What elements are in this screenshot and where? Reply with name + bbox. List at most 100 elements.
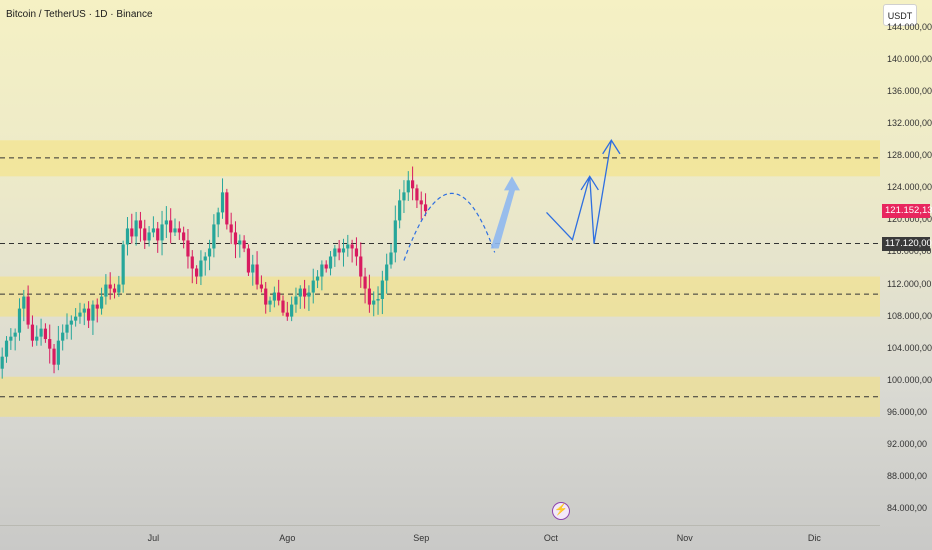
price-tick-label: 140.000,00: [887, 54, 932, 65]
candle-body: [125, 228, 130, 245]
time-tick-label: Nov: [676, 533, 693, 543]
candle-body: [69, 320, 73, 325]
candle-body: [376, 298, 380, 301]
candle-body: [367, 288, 371, 305]
time-tick-label: Sep: [413, 533, 430, 543]
candle-body: [87, 308, 91, 321]
candle-body: [56, 340, 60, 365]
candle-body: [220, 192, 225, 213]
candle-body: [251, 264, 255, 273]
price-tick-label: 132.000,00: [887, 118, 932, 129]
candle-body: [415, 188, 419, 201]
candle-body: [268, 300, 272, 305]
time-tick-label: Ago: [279, 533, 296, 543]
level-price-tag: 117.120,00: [882, 236, 932, 251]
candle-body: [78, 312, 82, 317]
candle-body: [264, 288, 268, 305]
candle-body: [130, 228, 134, 237]
currency-selector[interactable]: USDT: [883, 4, 917, 26]
candle-body: [39, 328, 43, 337]
price-tick-label: 100.000,00: [887, 374, 932, 385]
candle-body: [281, 300, 285, 313]
time-tick-label: Jul: [147, 533, 160, 543]
candle-body: [177, 228, 181, 233]
candle-body: [138, 220, 143, 229]
candle-body: [26, 296, 30, 325]
candle-body: [112, 288, 117, 293]
candle-body: [48, 339, 52, 349]
candle-body: [225, 192, 229, 225]
price-tick-label: 96.000,00: [887, 406, 928, 417]
candle-body: [242, 240, 246, 249]
price-tick-label: 92.000,00: [887, 438, 928, 449]
candle-body: [212, 224, 216, 249]
candle-body: [406, 180, 410, 193]
candle-body: [423, 204, 428, 212]
candle-body: [333, 248, 337, 257]
candle-body: [82, 308, 86, 313]
candle-body: [35, 336, 39, 341]
candle-body: [385, 264, 389, 281]
candle-body: [186, 240, 190, 257]
candle-body: [290, 304, 294, 317]
candle-body: [91, 304, 95, 321]
candle-body: [320, 264, 324, 277]
candle-body: [298, 288, 302, 297]
candle-body: [99, 296, 104, 309]
candle-body: [0, 356, 4, 369]
candle-body: [255, 264, 259, 285]
price-axis-panel[interactable]: [880, 0, 932, 550]
candle-body: [411, 180, 415, 189]
projection-arrow: [546, 139, 621, 244]
candle-body: [294, 296, 298, 305]
candle-body: [272, 292, 276, 301]
candle-body: [199, 260, 203, 277]
candle-body: [74, 316, 78, 321]
candle-body: [350, 244, 354, 249]
price-tick-label: 128.000,00: [887, 150, 932, 161]
candle-body: [203, 256, 207, 261]
chart-plot[interactable]: [0, 0, 880, 550]
time-tick-label: Dic: [807, 533, 821, 543]
candle-body: [190, 256, 194, 269]
price-tick-label: 116.000,00: [887, 246, 932, 257]
candle-body: [61, 332, 65, 341]
candle-body: [22, 296, 26, 309]
candle-body: [151, 228, 155, 233]
price-tick-label: 136.000,00: [887, 86, 932, 97]
candle-body: [195, 268, 199, 277]
candle-body: [303, 288, 307, 297]
projection-arc: [403, 192, 496, 261]
candle-body: [121, 244, 125, 285]
price-tick-label: 88.000,00: [887, 470, 928, 481]
candle-body: [233, 232, 238, 245]
candle-body: [277, 292, 281, 301]
candle-body: [43, 328, 47, 340]
candle-body: [117, 284, 121, 293]
price-tick-label: 120.000,00: [887, 214, 932, 225]
candle-body: [207, 248, 212, 257]
lightning-icon[interactable]: ⚡: [552, 502, 570, 520]
candle-body: [307, 292, 311, 297]
candle-body: [311, 280, 315, 293]
candle-body: [372, 300, 376, 305]
candle-body: [328, 256, 333, 269]
candle-body: [4, 340, 9, 357]
candle-body: [147, 232, 151, 241]
candle-body: [108, 284, 112, 289]
candle-body: [359, 256, 363, 277]
candle-body: [285, 312, 289, 317]
price-tick-label: 104.000,00: [887, 342, 932, 353]
candle-body: [346, 244, 350, 249]
candle-body: [169, 220, 173, 233]
price-tick-label: 144.000,00: [887, 22, 932, 33]
price-tick-label: 84.000,00: [887, 502, 928, 513]
candle-body: [354, 248, 359, 257]
candle-body: [17, 308, 22, 333]
support-zone: [0, 276, 880, 317]
candle-body: [65, 324, 69, 333]
price-tick-label: 108.000,00: [887, 310, 932, 321]
current-price-tag: 121.152,13: [882, 204, 932, 219]
candle-body: [143, 228, 147, 241]
